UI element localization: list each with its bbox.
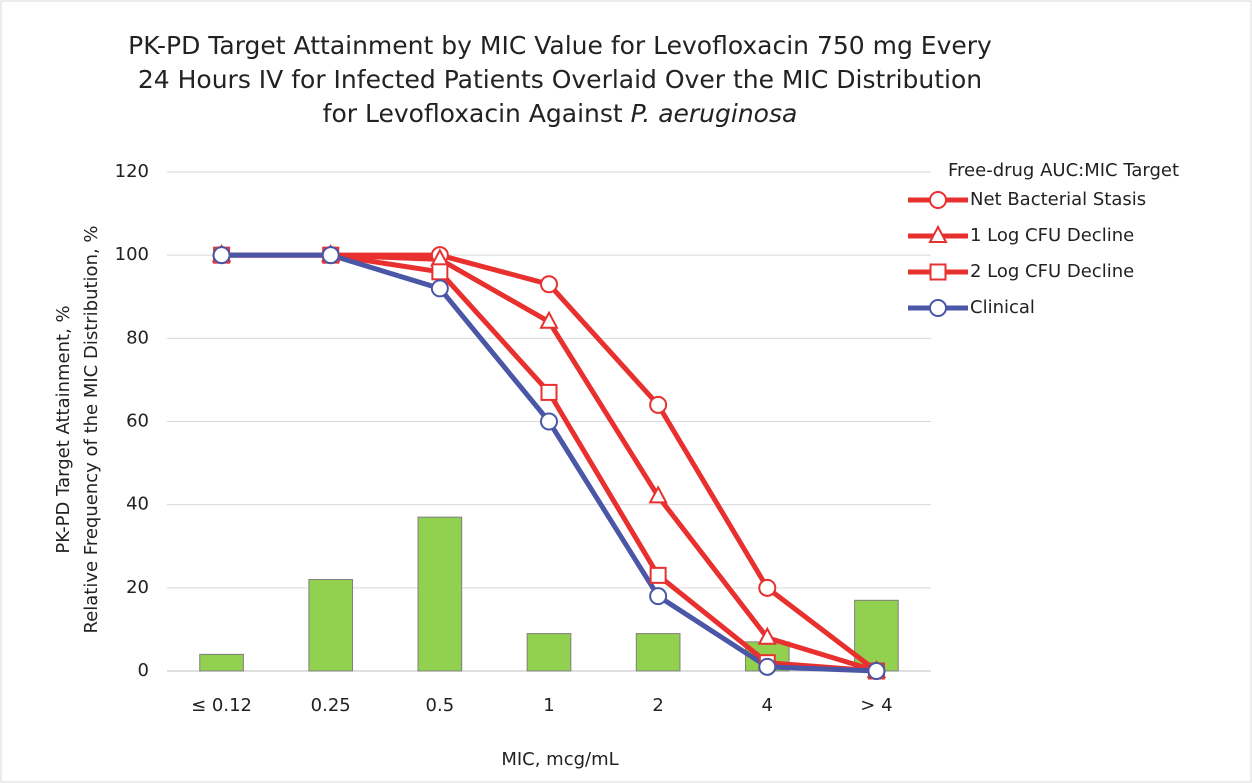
series-marker [867,662,886,680]
legend-label: Clinical [970,297,1035,318]
x-tick-label: 1 [543,695,554,716]
chart-title: PK-PD Target Attainment by MIC Value for… [128,31,992,60]
series-marker [649,395,668,414]
x-tick-label: ≤ 0.12 [191,695,252,716]
y-tick-label: 0 [138,660,149,681]
bar [417,516,463,672]
legend-marker [929,191,947,209]
series-marker [540,383,558,401]
y-axis-label: PK-PD Target Attainment, % [53,305,74,553]
y-tick-label: 80 [126,327,149,348]
chart-title: 24 Hours IV for Infected Patients Overla… [138,65,982,94]
bar [635,633,681,672]
x-tick-label: 0.25 [311,695,351,716]
x-tick-label: > 4 [860,695,892,716]
bar [308,579,354,672]
legend-title: Free-drug AUC:MIC Target [948,160,1179,181]
series-marker [540,275,558,294]
series-marker [648,485,668,504]
series-marker [540,412,558,431]
legend-label: 2 Log CFU Decline [970,261,1134,282]
y-tick-label: 60 [126,411,149,432]
x-tick-label: 2 [652,695,663,716]
legend-marker [929,263,947,281]
series-marker [649,587,668,606]
series-marker [539,310,559,329]
y-axis-label: Relative Frequency of the MIC Distributi… [81,225,102,633]
chart-title-italic: P. aeruginosa [631,99,798,128]
bar [526,633,572,672]
legend-label: Net Bacterial Stasis [970,189,1146,210]
series-marker [757,626,777,645]
series-marker [649,566,667,584]
series-marker [321,246,340,265]
series-marker [758,657,777,676]
x-axis-label: MIC, mcg/mL [501,749,618,770]
legend-label: 1 Log CFU Decline [970,225,1134,246]
series-marker [431,263,449,281]
x-tick-label: 0.5 [426,695,455,716]
x-tick-label: 4 [762,695,773,716]
legend-marker [929,299,947,317]
y-tick-label: 100 [115,244,149,265]
series-marker [430,279,449,298]
y-tick-label: 40 [126,494,149,515]
legend-marker [928,224,948,243]
series-marker [212,246,231,265]
series-marker [758,578,777,597]
bar [199,653,244,672]
y-tick-label: 20 [126,577,149,598]
y-tick-label: 120 [115,161,149,182]
chart-title: for Levofloxacin Against P. aeruginosa [323,99,798,128]
